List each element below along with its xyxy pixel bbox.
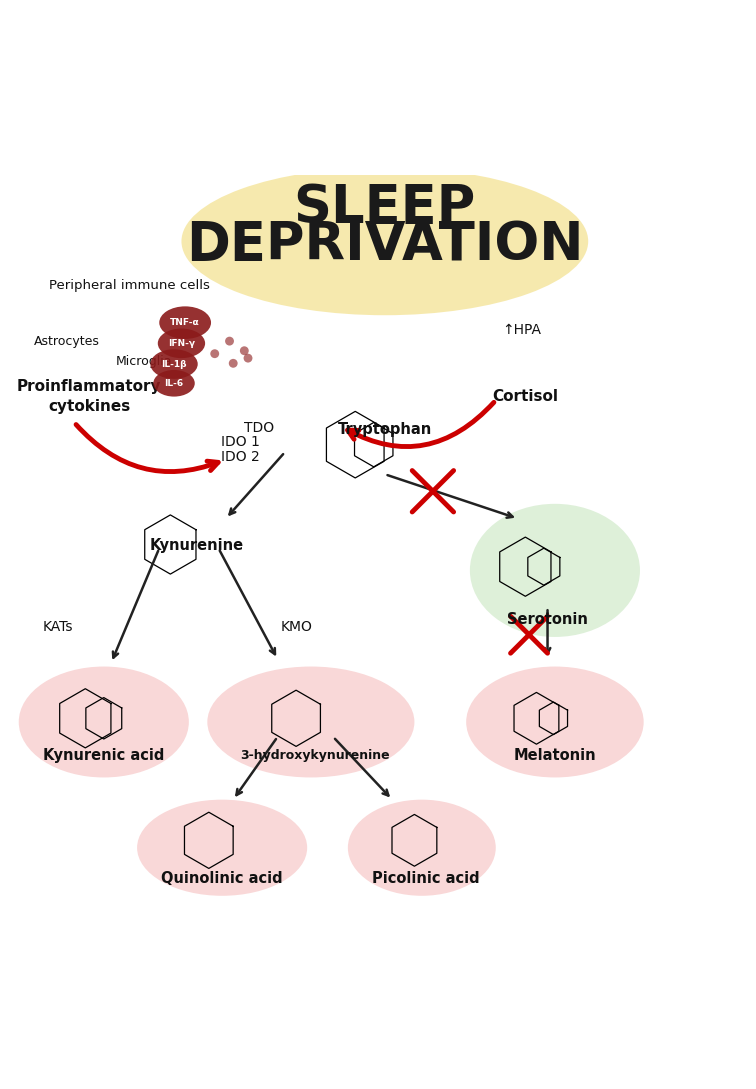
Text: Kynurenine: Kynurenine [149, 538, 243, 553]
Text: KMO: KMO [280, 621, 312, 634]
Text: Picolinic acid: Picolinic acid [372, 871, 479, 886]
Text: KATs: KATs [42, 621, 73, 634]
Text: IL-6: IL-6 [165, 379, 184, 388]
Text: TDO: TDO [244, 420, 274, 435]
Circle shape [210, 350, 219, 358]
Text: DEPRIVATION: DEPRIVATION [186, 219, 584, 271]
Text: SLEEP: SLEEP [293, 182, 476, 234]
Text: Peripheral immune cells: Peripheral immune cells [49, 279, 210, 292]
Text: IDO 2: IDO 2 [222, 450, 260, 464]
Text: Microglia: Microglia [116, 355, 172, 368]
Ellipse shape [153, 370, 195, 396]
Text: IL-1β: IL-1β [161, 359, 187, 368]
Circle shape [229, 359, 237, 368]
Text: ↑HPA: ↑HPA [502, 323, 541, 337]
Text: Astrocytes: Astrocytes [34, 334, 100, 347]
Text: TNF-α: TNF-α [170, 318, 200, 327]
Text: Serotonin: Serotonin [507, 612, 588, 627]
Text: IDO 1: IDO 1 [222, 436, 260, 450]
Ellipse shape [137, 799, 307, 896]
Text: Quinolinic acid: Quinolinic acid [161, 871, 283, 886]
Text: Kynurenic acid: Kynurenic acid [43, 748, 165, 762]
Text: IFN-γ: IFN-γ [168, 339, 195, 347]
Ellipse shape [150, 350, 198, 379]
Ellipse shape [470, 504, 640, 637]
Ellipse shape [348, 799, 496, 896]
Circle shape [225, 337, 234, 345]
Ellipse shape [181, 168, 588, 315]
Circle shape [240, 346, 249, 355]
Ellipse shape [466, 666, 643, 778]
Ellipse shape [158, 329, 205, 358]
Text: Cortisol: Cortisol [492, 389, 559, 404]
Ellipse shape [207, 666, 414, 778]
Ellipse shape [19, 666, 189, 778]
Text: 3-hydroxykynurenine: 3-hydroxykynurenine [240, 749, 389, 762]
Text: Proinflammatory
cytokines: Proinflammatory cytokines [17, 379, 161, 414]
Text: Melatonin: Melatonin [513, 748, 596, 762]
Circle shape [243, 354, 253, 363]
Ellipse shape [160, 306, 211, 339]
Text: Tryptophan: Tryptophan [338, 423, 432, 438]
